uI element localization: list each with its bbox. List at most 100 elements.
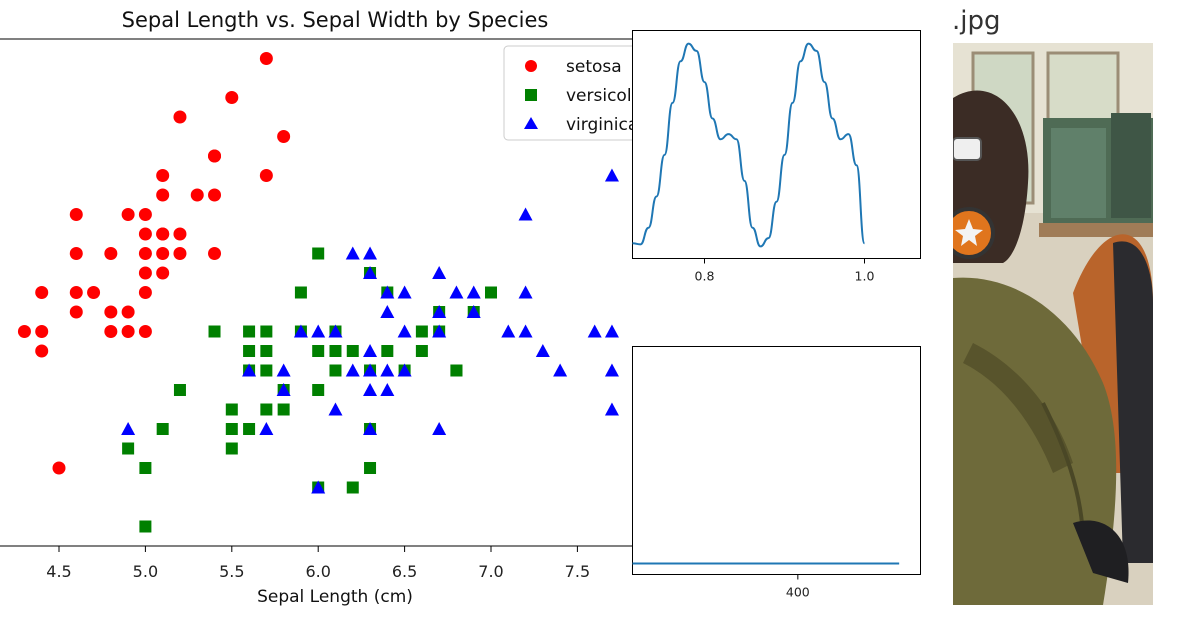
data-point-versicolor bbox=[260, 345, 273, 357]
data-point-versicolor bbox=[173, 384, 186, 396]
lower-plot-x-ticks: 400 bbox=[786, 574, 810, 600]
data-point-virginica bbox=[363, 246, 378, 260]
data-point-setosa bbox=[173, 227, 187, 241]
image-filename: .jpg bbox=[952, 6, 1001, 36]
data-point-versicolor bbox=[312, 247, 325, 260]
data-point-versicolor bbox=[450, 364, 463, 377]
data-point-virginica bbox=[121, 422, 136, 435]
legend-label-virginica: virginica bbox=[566, 115, 632, 135]
x-tick-label: 7.0 bbox=[478, 562, 503, 581]
data-point-setosa bbox=[17, 325, 31, 338]
data-point-setosa bbox=[52, 461, 66, 475]
legend-label-versicolor: versicolor bbox=[566, 86, 632, 106]
data-point-virginica bbox=[397, 363, 412, 377]
data-point-versicolor bbox=[260, 403, 273, 416]
data-point-virginica bbox=[604, 402, 619, 416]
data-point-virginica bbox=[380, 285, 395, 299]
data-point-virginica bbox=[587, 324, 602, 338]
data-point-virginica bbox=[311, 480, 326, 494]
data-point-setosa bbox=[87, 286, 101, 299]
data-point-virginica bbox=[363, 266, 378, 279]
data-point-setosa bbox=[35, 344, 49, 358]
data-point-setosa bbox=[208, 149, 222, 163]
x-axis-ticks: 4.5 5.0 5.5 6.0 6.5 7.0 7.5 bbox=[46, 546, 590, 581]
data-point-virginica bbox=[466, 305, 481, 318]
legend-marker-setosa bbox=[525, 60, 537, 72]
data-point-virginica bbox=[518, 324, 533, 338]
data-point-versicolor bbox=[485, 286, 497, 299]
line-charts: 0.8 1.0 400 bbox=[632, 30, 921, 600]
x-tick-label: 5.5 bbox=[219, 562, 244, 581]
data-point-setosa bbox=[138, 208, 152, 221]
data-point-setosa bbox=[138, 286, 152, 299]
data-point-versicolor bbox=[243, 325, 256, 338]
data-point-versicolor bbox=[346, 481, 359, 494]
data-point-versicolor bbox=[225, 403, 238, 416]
legend-box bbox=[503, 45, 632, 141]
data-point-versicolor bbox=[415, 325, 428, 338]
data-point-versicolor bbox=[294, 286, 307, 299]
data-point-setosa bbox=[69, 286, 83, 299]
data-point-setosa bbox=[69, 305, 83, 319]
data-point-virginica bbox=[345, 246, 360, 260]
data-point-versicolor bbox=[415, 345, 428, 357]
x-tick-label: 7.5 bbox=[565, 562, 590, 581]
line-charts-panel: 0.8 1.0 400 bbox=[632, 0, 942, 630]
data-point-virginica bbox=[311, 324, 326, 338]
data-point-virginica bbox=[432, 324, 447, 338]
data-point-versicolor bbox=[139, 520, 152, 533]
data-point-versicolor bbox=[156, 423, 169, 435]
upper-x-tick-label: 0.8 bbox=[695, 269, 715, 284]
upper-plot-series-line bbox=[632, 42, 866, 248]
data-point-setosa bbox=[225, 91, 239, 104]
data-point-versicolor bbox=[225, 423, 238, 435]
data-point-versicolor bbox=[381, 345, 394, 357]
data-point-setosa bbox=[138, 247, 152, 260]
lower-plot-frame bbox=[632, 346, 921, 575]
data-point-setosa bbox=[104, 247, 118, 260]
data-point-setosa bbox=[138, 227, 152, 241]
lower-x-tick-label: 400 bbox=[786, 585, 810, 600]
data-point-virginica bbox=[363, 344, 378, 357]
data-point-virginica bbox=[501, 324, 516, 338]
data-point-setosa bbox=[173, 110, 187, 124]
data-point-setosa bbox=[156, 227, 170, 241]
data-point-versicolor bbox=[243, 345, 256, 357]
upper-plot-x-ticks: 0.8 1.0 bbox=[695, 258, 874, 284]
data-point-setosa bbox=[35, 325, 49, 338]
data-point-versicolor bbox=[225, 442, 238, 455]
data-point-setosa bbox=[173, 247, 187, 260]
data-point-setosa bbox=[208, 188, 222, 202]
chart-title: Sepal Length vs. Sepal Width by Species bbox=[122, 8, 549, 32]
data-point-versicolor bbox=[364, 462, 377, 474]
data-point-versicolor bbox=[312, 384, 325, 396]
data-point-versicolor bbox=[329, 364, 342, 377]
data-point-setosa bbox=[156, 169, 170, 182]
data-point-setosa bbox=[208, 247, 222, 260]
data-point-setosa bbox=[277, 130, 291, 143]
data-point-virginica bbox=[535, 344, 550, 357]
data-point-virginica bbox=[432, 422, 447, 435]
data-point-versicolor bbox=[260, 325, 273, 338]
data-point-setosa bbox=[35, 286, 49, 299]
x-tick-label: 6.0 bbox=[305, 562, 330, 581]
data-point-virginica bbox=[276, 383, 291, 396]
data-point-setosa bbox=[69, 208, 83, 221]
data-point-virginica bbox=[604, 168, 619, 182]
upper-plot-frame bbox=[632, 30, 921, 259]
data-point-setosa bbox=[156, 247, 170, 260]
x-axis-label: Sepal Length (cm) bbox=[257, 587, 413, 607]
data-point-virginica bbox=[328, 324, 343, 338]
data-point-setosa bbox=[259, 169, 273, 182]
data-point-virginica bbox=[397, 285, 412, 299]
x-tick-label: 4.5 bbox=[46, 562, 71, 581]
data-point-virginica bbox=[553, 363, 568, 377]
data-point-virginica bbox=[363, 363, 378, 377]
data-point-versicolor bbox=[312, 345, 325, 357]
data-point-virginica bbox=[604, 363, 619, 377]
x-tick-label: 5.0 bbox=[133, 562, 158, 581]
data-point-setosa bbox=[104, 325, 118, 338]
data-point-versicolor bbox=[122, 442, 135, 455]
data-point-versicolor bbox=[208, 325, 221, 338]
scatter-chart-panel: Sepal Length vs. Sepal Width by Species … bbox=[0, 8, 632, 607]
